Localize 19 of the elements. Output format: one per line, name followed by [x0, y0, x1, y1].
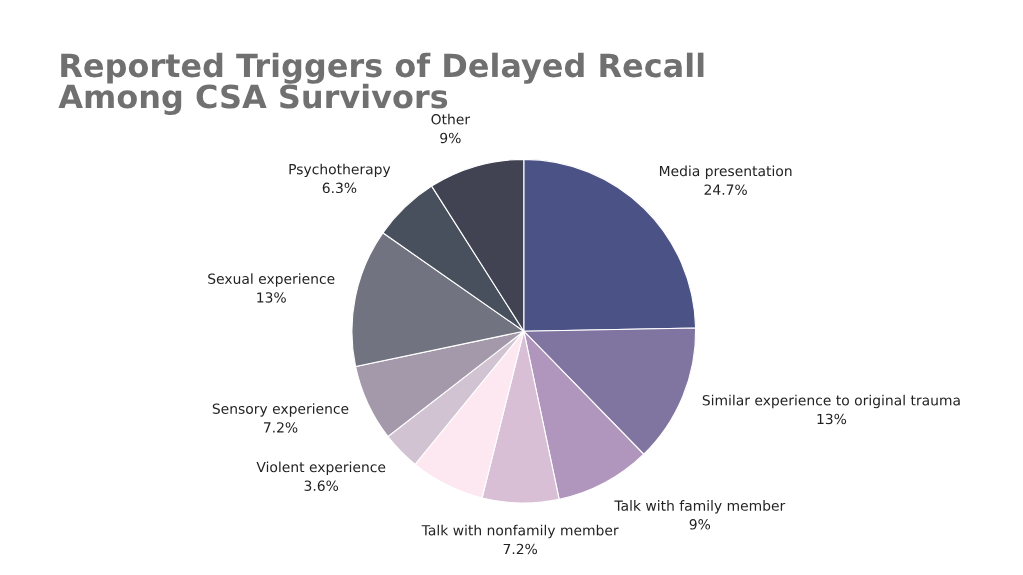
- slice-label: Talk with family member: [614, 500, 786, 514]
- slice-label: Similar experience to original trauma: [702, 394, 960, 409]
- data-label: 7.2%: [263, 422, 298, 433]
- data-label: 24.7%: [704, 184, 747, 195]
- data-label: 6.3%: [322, 182, 357, 194]
- data-label: 3.6%: [304, 480, 339, 491]
- slice-label: Sexual experience: [208, 273, 335, 287]
- chart-title: Reported Triggers of Delayed Recall Among CSA Survivors: [58, 52, 704, 115]
- slice-label: Psychotherapy: [289, 163, 391, 178]
- slice-label: Other: [431, 113, 471, 125]
- data-label: 9%: [689, 519, 711, 530]
- slice-label: Media presentation: [659, 165, 792, 179]
- slice-label: Violent experience: [256, 461, 386, 475]
- data-label: 9%: [440, 132, 461, 144]
- slice-label: Sensory experience: [212, 403, 349, 417]
- data-label: 13%: [817, 413, 847, 425]
- slice-label: Talk with nonfamily member: [421, 524, 619, 539]
- data-label: 13%: [257, 292, 286, 303]
- data-label: 7.2%: [503, 543, 538, 555]
